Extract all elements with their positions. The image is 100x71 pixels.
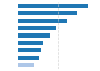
Bar [18, 48, 41, 52]
Bar [18, 11, 77, 15]
Bar [18, 56, 39, 60]
Bar [18, 41, 43, 45]
Bar [18, 19, 67, 23]
Bar [18, 33, 50, 38]
Bar [18, 4, 88, 8]
Bar [18, 26, 56, 30]
Bar [18, 63, 34, 67]
